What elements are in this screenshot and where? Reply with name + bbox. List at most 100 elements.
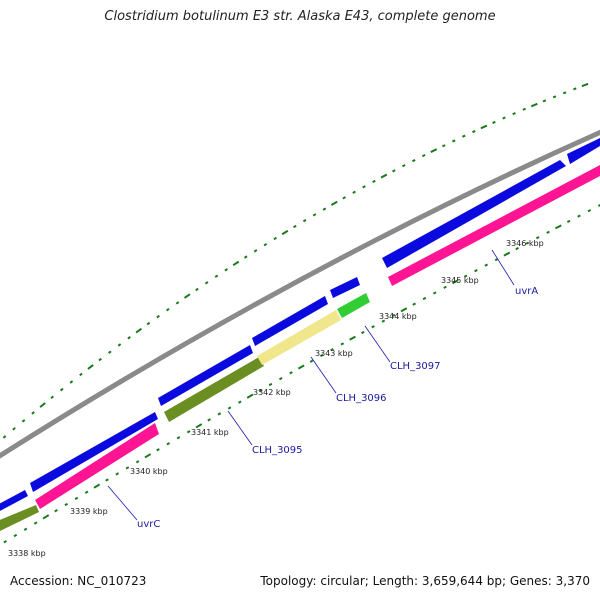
inner-ring-tick [23,527,28,531]
inner-ring-tick [546,230,550,234]
inner-ring-tick [125,466,130,470]
outer-ring-tick [421,154,426,158]
tick-label-3340: 3340 kbp [130,467,168,476]
outer-ring-tick [183,293,191,299]
outer-ring-tick [232,260,240,267]
inner-ring-tick [503,251,511,257]
outer-ring-tick [293,224,297,229]
inner-ring-tick [238,400,242,404]
inner-ring-tick [577,214,581,218]
outer-ring-tick [462,134,466,138]
cds-green-3097 [337,293,370,318]
outer-ring-tick [175,301,180,305]
inner-ring-tick [451,279,459,285]
outer-ring-tick [330,200,338,206]
inner-ring-tick [371,325,375,329]
inner-ring-tick [176,436,181,440]
outer-ring-tick [135,327,143,334]
outer-ring-tick [392,169,396,173]
tick-label-3345: 3345 kbp [441,276,479,285]
outer-ring-tick [380,173,388,179]
inner-ring-tick [535,236,540,240]
outer-ring-tick [512,112,516,116]
outer-ring-tick [362,185,366,189]
inner-ring-tick [566,219,571,224]
inner-ring-tick [217,412,222,416]
tick-label-3338: 3338 kbp [8,549,46,558]
outer-ring-tick [530,102,538,108]
cds-magenta-uvra [388,165,600,286]
inner-ring-tick [432,291,437,295]
outer-ring-tick [127,336,131,340]
cds-forward-6 [382,160,566,268]
inner-ring-tick [105,478,109,482]
inner-ring-tick [515,247,519,251]
outer-ring-tick [522,107,526,111]
leader-clh3097 [364,325,391,363]
inner-ring-tick [3,540,7,544]
inner-ring-tick [484,263,488,267]
cds-olive-2 [164,357,264,422]
inner-ring-tick [554,224,562,230]
leader-clh3095 [227,410,253,446]
outer-ring-tick [156,314,160,319]
tick-label-3339: 3339 kbp [70,507,108,516]
inner-ring-tick [64,502,69,507]
outer-ring-tick [98,357,102,362]
inner-ring-tick [309,359,314,363]
inner-ring-tick [463,274,468,278]
outer-ring-tick [312,213,317,217]
outer-dotted-ring [2,82,589,439]
inner-ring-tick [84,490,89,494]
outer-ring-tick [165,308,170,312]
outer-ring-tick [39,402,46,408]
outer-ring-tick [117,343,122,347]
cds-khaki-3096 [257,310,341,365]
tick-label-3344: 3344 kbp [379,312,417,321]
outer-ring-tick [281,229,289,236]
cds-forward-2 [30,412,158,492]
outer-ring-tick [195,287,199,292]
leader-clh3096 [310,356,337,394]
outer-ring-tick [342,196,346,200]
genome-backbone [0,129,600,459]
inner-ring-tick [115,472,120,476]
inner-tick-ring [3,204,600,544]
reverse-strand [0,165,600,532]
outer-ring-tick [302,219,307,223]
cds-forward-7 [567,138,600,164]
inner-ring-tick [207,418,211,422]
tick-label-3342: 3342 kbp [253,388,291,397]
outer-ring-tick [31,411,35,415]
inner-ring-tick [54,509,58,513]
outer-ring-tick [552,95,557,99]
cds-olive-1 [0,505,39,532]
outer-ring-tick [352,190,356,194]
outer-ring-tick [322,207,327,211]
inner-ring-tick [443,285,447,289]
outer-ring-tick [562,91,567,95]
outer-ring-tick [581,82,589,88]
outer-ring-tick [411,159,416,163]
outer-ring-tick [573,87,577,91]
outer-ring-tick [492,120,496,124]
inner-ring-tick [42,514,50,520]
outer-ring-tick [50,395,54,400]
outer-ring-tick [273,236,277,241]
outer-ring-tick [224,268,229,272]
inner-ring-tick [33,521,38,525]
inner-ring-tick [13,533,18,538]
inner-ring-tick [246,393,254,399]
inner-ring-tick [400,307,408,313]
accession-text: Accession: NC_010723 [10,574,147,588]
inner-ring-tick [156,448,160,452]
outer-ring-tick [12,427,16,431]
gene-labels: uvrC CLH_3095 CLH_3096 CLH_3097 uvrA [137,286,538,530]
inner-ring-tick [349,335,356,341]
outer-ring-tick [451,139,456,143]
tick-label-3346: 3346 kbp [506,239,544,248]
gene-label-clh3096: CLH_3096 [336,393,387,404]
inner-ring-tick [186,430,191,434]
outer-ring-tick [402,164,406,168]
